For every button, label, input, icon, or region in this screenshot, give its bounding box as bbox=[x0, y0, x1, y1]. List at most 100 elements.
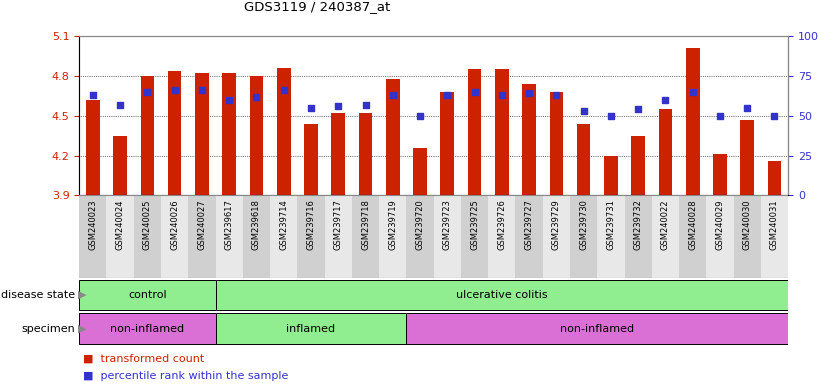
Bar bbox=[215, 195, 243, 278]
Bar bbox=[686, 48, 700, 195]
Bar bbox=[488, 195, 515, 278]
Text: GSM239716: GSM239716 bbox=[306, 200, 315, 250]
Bar bbox=[359, 113, 372, 195]
Point bbox=[141, 89, 154, 95]
Text: GSM240030: GSM240030 bbox=[743, 200, 751, 250]
Point bbox=[168, 87, 181, 93]
Text: GSM239731: GSM239731 bbox=[606, 200, 615, 250]
Bar bbox=[767, 161, 781, 195]
Point bbox=[631, 106, 645, 113]
Bar bbox=[215, 280, 788, 310]
Text: GSM239726: GSM239726 bbox=[497, 200, 506, 250]
Text: GSM239718: GSM239718 bbox=[361, 200, 370, 250]
Bar bbox=[141, 76, 154, 195]
Text: GSM240023: GSM240023 bbox=[88, 200, 98, 250]
Point bbox=[741, 105, 754, 111]
Text: GSM240024: GSM240024 bbox=[116, 200, 124, 250]
Point bbox=[468, 89, 481, 95]
Text: GSM240028: GSM240028 bbox=[688, 200, 697, 250]
Point bbox=[522, 90, 535, 96]
Point bbox=[249, 94, 263, 100]
Bar bbox=[522, 84, 536, 195]
Bar bbox=[223, 73, 236, 195]
Text: control: control bbox=[128, 290, 167, 300]
Bar bbox=[515, 195, 543, 278]
Bar bbox=[249, 76, 264, 195]
Text: inflamed: inflamed bbox=[286, 324, 335, 334]
Bar bbox=[761, 195, 788, 278]
Text: GSM239717: GSM239717 bbox=[334, 200, 343, 250]
Bar bbox=[298, 195, 324, 278]
Bar bbox=[625, 195, 652, 278]
Text: disease state: disease state bbox=[1, 290, 75, 300]
Bar bbox=[468, 69, 481, 195]
Text: ▶: ▶ bbox=[78, 324, 86, 334]
Text: GSM239723: GSM239723 bbox=[443, 200, 452, 250]
Bar bbox=[550, 92, 563, 195]
Point bbox=[550, 92, 563, 98]
Bar bbox=[113, 136, 127, 195]
Text: non-inflamed: non-inflamed bbox=[110, 324, 184, 334]
Bar bbox=[413, 147, 427, 195]
Bar bbox=[243, 195, 270, 278]
Text: GSM240025: GSM240025 bbox=[143, 200, 152, 250]
Bar bbox=[577, 124, 590, 195]
Bar bbox=[79, 195, 107, 278]
Text: GSM239725: GSM239725 bbox=[470, 200, 479, 250]
Point bbox=[86, 92, 99, 98]
Bar bbox=[304, 124, 318, 195]
Bar bbox=[188, 195, 215, 278]
Text: GSM239727: GSM239727 bbox=[525, 200, 534, 250]
Point bbox=[440, 92, 454, 98]
Point bbox=[495, 92, 509, 98]
Point bbox=[386, 92, 399, 98]
Bar bbox=[386, 79, 399, 195]
Bar bbox=[86, 100, 100, 195]
Bar bbox=[706, 195, 734, 278]
Text: non-inflamed: non-inflamed bbox=[560, 324, 635, 334]
Point bbox=[713, 113, 726, 119]
Bar bbox=[570, 195, 597, 278]
Bar bbox=[406, 195, 434, 278]
Point bbox=[195, 87, 208, 93]
Text: GSM239732: GSM239732 bbox=[634, 200, 643, 250]
Bar bbox=[440, 92, 455, 195]
Point bbox=[577, 108, 590, 114]
Bar bbox=[79, 280, 215, 310]
Bar bbox=[133, 195, 161, 278]
Text: GSM240026: GSM240026 bbox=[170, 200, 179, 250]
Text: ulcerative colitis: ulcerative colitis bbox=[456, 290, 548, 300]
Bar bbox=[604, 156, 618, 195]
Text: GSM240027: GSM240027 bbox=[198, 200, 207, 250]
Point bbox=[604, 113, 617, 119]
Bar bbox=[543, 195, 570, 278]
Text: GSM240031: GSM240031 bbox=[770, 200, 779, 250]
Bar bbox=[406, 313, 788, 344]
Point bbox=[659, 97, 672, 103]
Point bbox=[686, 89, 700, 95]
Bar bbox=[597, 195, 625, 278]
Bar bbox=[495, 69, 509, 195]
Text: GSM239719: GSM239719 bbox=[389, 200, 397, 250]
Bar bbox=[734, 195, 761, 278]
Bar bbox=[168, 71, 182, 195]
Point bbox=[113, 101, 127, 108]
Text: GDS3119 / 240387_at: GDS3119 / 240387_at bbox=[244, 0, 390, 13]
Bar bbox=[352, 195, 379, 278]
Text: GSM239720: GSM239720 bbox=[415, 200, 425, 250]
Bar bbox=[659, 109, 672, 195]
Bar bbox=[434, 195, 461, 278]
Point bbox=[414, 113, 427, 119]
Bar bbox=[461, 195, 488, 278]
Text: GSM239730: GSM239730 bbox=[579, 200, 588, 250]
Point bbox=[768, 113, 781, 119]
Point bbox=[277, 87, 290, 93]
Text: GSM239617: GSM239617 bbox=[224, 200, 234, 250]
Text: ▶: ▶ bbox=[78, 290, 86, 300]
Bar bbox=[215, 313, 406, 344]
Bar bbox=[331, 113, 345, 195]
Point bbox=[304, 105, 318, 111]
Text: ■  percentile rank within the sample: ■ percentile rank within the sample bbox=[83, 371, 289, 381]
Bar bbox=[270, 195, 298, 278]
Bar bbox=[631, 136, 645, 195]
